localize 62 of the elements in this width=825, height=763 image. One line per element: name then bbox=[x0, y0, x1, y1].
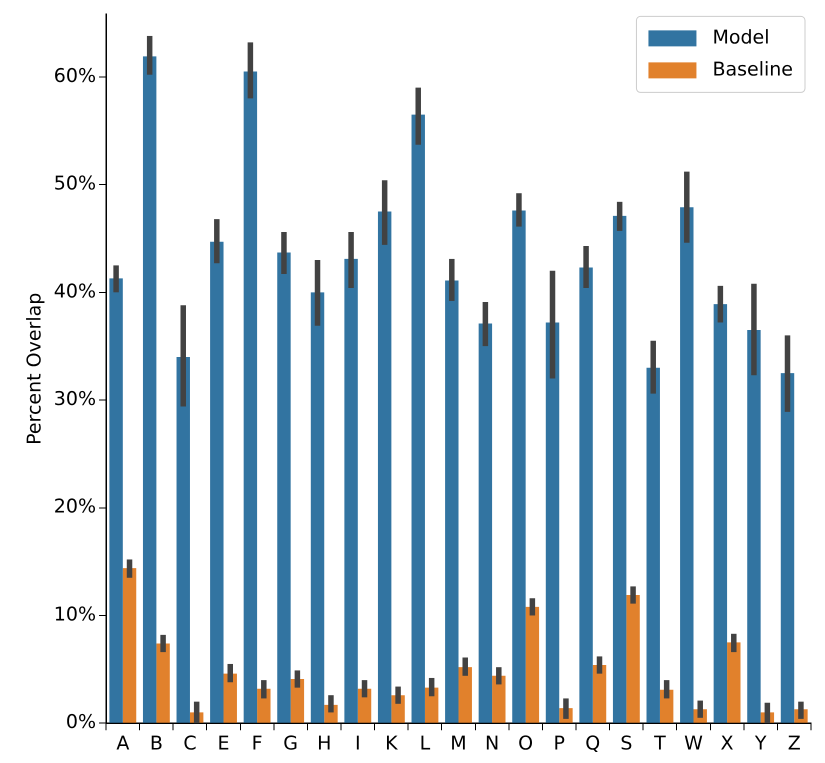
x-tick-label: P bbox=[553, 732, 565, 755]
bar bbox=[109, 278, 123, 723]
x-tick-label: X bbox=[720, 732, 734, 755]
bar bbox=[122, 568, 136, 723]
bar bbox=[176, 356, 190, 723]
x-tick-label: E bbox=[218, 732, 230, 755]
x-tick-label: B bbox=[150, 732, 163, 755]
legend-label: Baseline bbox=[712, 58, 794, 80]
bar bbox=[492, 676, 506, 723]
x-tick-label: I bbox=[355, 732, 361, 755]
bar bbox=[458, 667, 472, 723]
bar bbox=[445, 280, 459, 723]
x-tick-label: L bbox=[420, 732, 431, 755]
bar bbox=[378, 212, 392, 723]
y-tick-label: 10% bbox=[54, 603, 96, 626]
bar bbox=[546, 322, 560, 723]
bar bbox=[290, 679, 304, 723]
x-tick-label: Z bbox=[788, 732, 801, 755]
x-tick-label: C bbox=[183, 732, 197, 755]
y-tick-label: 60% bbox=[54, 64, 96, 87]
bar bbox=[592, 665, 606, 723]
y-tick-label: 0% bbox=[66, 711, 96, 734]
x-tick-label: H bbox=[317, 732, 332, 755]
x-tick-label: G bbox=[283, 732, 298, 755]
y-axis-title: Percent Overlap bbox=[23, 292, 46, 445]
y-tick-label: 40% bbox=[54, 280, 96, 302]
x-tick-label: S bbox=[620, 732, 632, 755]
bar bbox=[612, 216, 626, 723]
y-tick-label: 30% bbox=[54, 388, 96, 410]
x-tick-label: K bbox=[385, 732, 398, 755]
bar bbox=[727, 642, 741, 723]
bar bbox=[412, 114, 425, 723]
x-tick-label: Q bbox=[585, 732, 600, 755]
bar bbox=[224, 674, 237, 723]
x-tick-label: N bbox=[484, 732, 500, 755]
bar bbox=[526, 606, 540, 723]
bar bbox=[244, 71, 258, 723]
bar bbox=[780, 373, 794, 723]
x-tick-label: A bbox=[116, 732, 130, 755]
bar bbox=[680, 207, 694, 723]
x-tick-label: M bbox=[450, 732, 467, 755]
bar bbox=[277, 252, 291, 723]
bar bbox=[626, 595, 640, 723]
bar bbox=[310, 292, 324, 723]
bar bbox=[210, 242, 224, 723]
x-tick-label: O bbox=[518, 732, 534, 755]
legend-label: Model bbox=[712, 26, 770, 48]
bar bbox=[747, 330, 761, 723]
bar bbox=[142, 56, 156, 723]
bar bbox=[714, 304, 728, 723]
y-tick-label: 20% bbox=[54, 496, 96, 518]
x-tick-label: T bbox=[653, 732, 666, 755]
bar bbox=[478, 324, 492, 723]
bar bbox=[344, 258, 358, 723]
x-tick-label: W bbox=[684, 732, 704, 755]
bar bbox=[156, 643, 170, 723]
bar bbox=[646, 368, 660, 723]
bar bbox=[579, 268, 593, 723]
bar bbox=[512, 210, 526, 723]
x-tick-label: Y bbox=[754, 732, 767, 755]
y-tick-label: 50% bbox=[54, 172, 96, 195]
x-tick-label: F bbox=[252, 732, 263, 755]
